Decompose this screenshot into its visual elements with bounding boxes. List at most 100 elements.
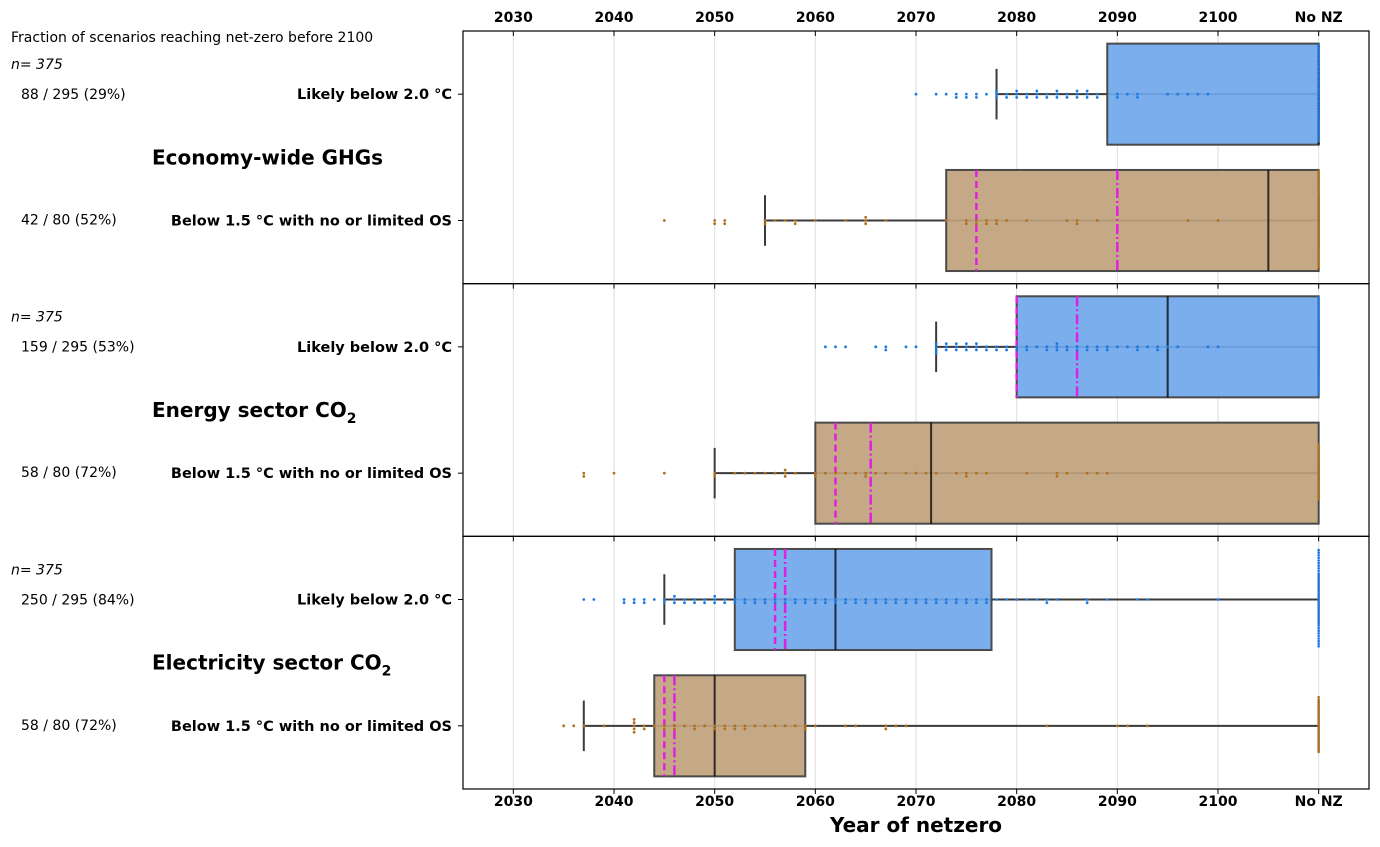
data-point [743,471,747,475]
data-point [1186,219,1190,222]
data-point [1115,345,1119,349]
nonz-point [1317,190,1320,194]
data-point [793,222,797,226]
data-point [1075,219,1079,222]
panel-title-subscript: 2 [347,411,357,427]
data-point [683,598,686,601]
data-point [622,601,626,605]
nonz-point [1317,245,1320,248]
nonz-point [1317,206,1320,209]
data-point [1146,598,1149,601]
nonz-point [1317,319,1320,323]
data-point [713,471,717,475]
data-point [1045,95,1049,99]
nonz-point [1317,448,1320,452]
nonz-point [1317,250,1320,253]
nonz-point [1317,301,1320,304]
nonz-point [1317,443,1320,446]
data-point [975,92,978,96]
data-point [975,342,978,346]
data-point [975,348,978,352]
data-point [743,598,747,601]
nonz-point [1317,371,1320,375]
data-point [743,724,747,728]
data-point [1095,345,1099,349]
data-point [1055,345,1059,349]
nonz-point [1317,554,1320,557]
data-point [813,601,817,605]
data-point [995,345,998,349]
nonz-point [1317,611,1320,614]
data-point [793,471,797,475]
data-point [763,724,767,728]
data-point [723,601,727,605]
nonz-point [1317,211,1320,214]
data-point [954,92,958,96]
nonz-point [1317,177,1320,181]
nonz-point [1317,340,1320,343]
nonz-point [1317,595,1320,599]
data-point [703,724,706,728]
x-tick-label-bottom: 2060 [796,794,835,810]
nonz-point [1317,134,1320,138]
data-point [753,598,757,601]
data-point [1176,92,1180,96]
nonz-point [1317,98,1320,101]
data-point [713,601,717,605]
data-point [1075,89,1079,93]
nonz-point [1317,729,1320,733]
data-point [1126,345,1129,349]
data-point [713,222,717,226]
data-point [773,601,777,605]
data-point [662,727,666,731]
data-point [1055,598,1059,601]
data-point [985,92,988,96]
data-point [854,598,857,601]
data-point [1216,219,1220,222]
data-point [1075,345,1079,349]
nonz-point [1317,490,1320,493]
data-point [975,471,978,475]
data-point [964,222,968,226]
data-point [884,348,888,352]
data-point [874,471,878,475]
data-point [673,727,676,731]
data-point [884,471,888,475]
data-point [763,601,767,605]
data-point [1136,598,1139,601]
data-point [1115,724,1119,728]
data-point [964,598,968,601]
data-point [753,724,757,728]
data-point [632,718,636,721]
data-point [954,348,958,352]
nonz-point [1317,379,1320,382]
data-point [743,601,747,605]
nonz-point [1317,587,1320,591]
data-point [1075,95,1079,99]
group-label: Likely below 2.0 °C [297,87,452,103]
x-tick-label-top: No NZ [1295,10,1343,26]
data-point [944,348,948,352]
data-point [884,345,888,349]
data-point [985,471,988,475]
nonz-point [1317,639,1320,643]
nonz-point [1317,637,1320,640]
data-point [844,601,847,605]
nonz-point [1317,482,1320,485]
nonz-point [1317,619,1320,622]
nonz-point [1317,453,1320,457]
nonz-point [1317,355,1320,359]
nonz-point [1317,103,1320,106]
nonz-point [1317,237,1320,240]
data-point [693,727,696,731]
data-point [693,598,696,601]
nonz-point [1317,90,1320,93]
data-point [733,598,737,601]
data-point [693,601,696,605]
nonz-point [1317,345,1320,349]
nonz-point [1317,458,1320,462]
data-point [964,95,968,99]
nonz-point [1317,350,1320,354]
nonz-point [1317,559,1320,562]
data-point [834,598,837,601]
